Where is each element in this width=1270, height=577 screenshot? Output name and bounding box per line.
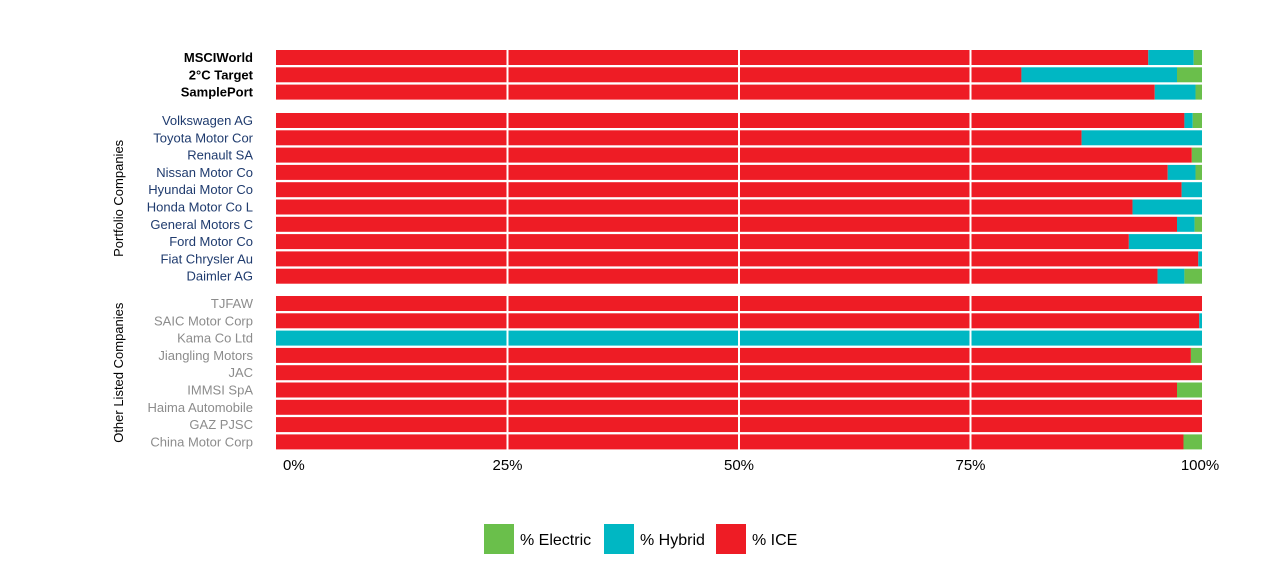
bar-segment-electric bbox=[1192, 113, 1202, 128]
category-label: China Motor Corp bbox=[150, 434, 253, 449]
bar-segment-electric bbox=[1193, 50, 1202, 65]
bar-segment-hybrid bbox=[1132, 199, 1202, 215]
bar-segment-electric bbox=[1183, 434, 1202, 450]
category-label: SAIC Motor Corp bbox=[154, 313, 253, 328]
bar-segment-hybrid bbox=[1198, 251, 1202, 267]
group-label: Portfolio Companies bbox=[111, 139, 126, 257]
category-label: JAC bbox=[228, 365, 253, 380]
bar-segment-hybrid bbox=[1154, 84, 1196, 100]
bar-segment-electric bbox=[1184, 268, 1202, 284]
group-label: Other Listed Companies bbox=[111, 302, 126, 443]
x-tick-label: 75% bbox=[955, 457, 985, 474]
bar-segment-electric bbox=[1190, 347, 1202, 363]
bar-segment-electric bbox=[1177, 67, 1202, 83]
x-tick-label: 100% bbox=[1181, 457, 1219, 474]
bar-segment-ice bbox=[276, 382, 1177, 398]
category-label: Daimler AG bbox=[187, 269, 253, 284]
legend-label: % Hybrid bbox=[640, 532, 705, 549]
category-label: Volkswagen AG bbox=[162, 113, 253, 128]
bar-segment-electric bbox=[1177, 382, 1202, 398]
bar-segment-hybrid bbox=[1177, 216, 1195, 232]
bar-segment-ice bbox=[276, 50, 1149, 65]
legend-swatch bbox=[484, 524, 514, 554]
bar-segment-hybrid bbox=[1021, 67, 1177, 83]
bar-segment-hybrid bbox=[1157, 268, 1185, 284]
bar-segment-hybrid bbox=[1128, 234, 1202, 250]
x-tick-label: 50% bbox=[724, 457, 754, 474]
bar-segment-hybrid bbox=[1199, 313, 1202, 329]
group-labels-layer: Portfolio Companies Other Listed Companie… bbox=[111, 139, 126, 442]
bar-segment-ice bbox=[276, 234, 1129, 250]
bar-segment-hybrid bbox=[1181, 182, 1202, 198]
bar-segment-ice bbox=[276, 216, 1177, 232]
category-label: Renault SA bbox=[187, 148, 253, 163]
bar-segment-ice bbox=[276, 251, 1199, 267]
x-axis-ticks-layer: 0% 25% 50% 75% 100% bbox=[283, 457, 1219, 474]
bar-segment-ice bbox=[276, 182, 1182, 198]
bar-segment-ice bbox=[276, 347, 1191, 363]
bar-segment-ice bbox=[276, 67, 1022, 83]
bar-segment-hybrid bbox=[1184, 113, 1193, 128]
bar-segment-ice bbox=[276, 130, 1082, 146]
category-label: Nissan Motor Co bbox=[156, 165, 253, 180]
bar-segment-hybrid bbox=[1081, 130, 1202, 146]
bar-segment-ice bbox=[276, 434, 1184, 450]
bar-segment-electric bbox=[1195, 84, 1202, 100]
bar-segment-ice bbox=[276, 147, 1192, 163]
legend: % Electric % Hybrid % ICE bbox=[484, 524, 797, 554]
bar-segment-electric bbox=[1191, 147, 1202, 163]
category-label: Toyota Motor Cor bbox=[153, 130, 253, 145]
category-label: IMMSI SpA bbox=[187, 383, 253, 398]
category-label: Fiat Chrysler Au bbox=[161, 251, 253, 266]
bar-segment-ice bbox=[276, 199, 1133, 215]
x-tick-label: 25% bbox=[492, 457, 522, 474]
category-labels-layer: MSCIWorld 2°C Target SamplePort Volkswagen … bbox=[147, 50, 254, 449]
bar-segment-ice bbox=[276, 313, 1200, 329]
bar-segment-hybrid bbox=[1148, 50, 1194, 65]
category-label: MSCIWorld bbox=[184, 50, 253, 65]
bar-segment-electric bbox=[1194, 216, 1202, 232]
legend-label: % Electric bbox=[520, 532, 591, 549]
category-label: Kama Co Ltd bbox=[177, 331, 253, 346]
category-label: GAZ PJSC bbox=[189, 417, 253, 432]
category-label: Honda Motor Co L bbox=[147, 200, 253, 215]
bar-segment-hybrid bbox=[1167, 164, 1196, 180]
category-label: Ford Motor Co bbox=[169, 234, 253, 249]
bar-segment-ice bbox=[276, 164, 1168, 180]
category-label: SamplePort bbox=[181, 85, 254, 100]
category-label: Haima Automobile bbox=[148, 400, 254, 415]
category-label: Jiangling Motors bbox=[158, 348, 253, 363]
bar-segment-ice bbox=[276, 268, 1158, 284]
gridlines-layer bbox=[506, 44, 972, 451]
legend-swatch bbox=[716, 524, 746, 554]
category-label: Hyundai Motor Co bbox=[148, 182, 253, 197]
x-tick-label: 0% bbox=[283, 457, 305, 474]
legend-swatch bbox=[604, 524, 634, 554]
bar-segment-ice bbox=[276, 113, 1185, 128]
category-label: General Motors C bbox=[150, 217, 253, 232]
category-label: TJFAW bbox=[211, 296, 254, 311]
bar-segment-ice bbox=[276, 84, 1155, 100]
legend-label: % ICE bbox=[752, 532, 797, 549]
category-label: 2°C Target bbox=[189, 67, 254, 82]
bar-segment-electric bbox=[1195, 164, 1202, 180]
